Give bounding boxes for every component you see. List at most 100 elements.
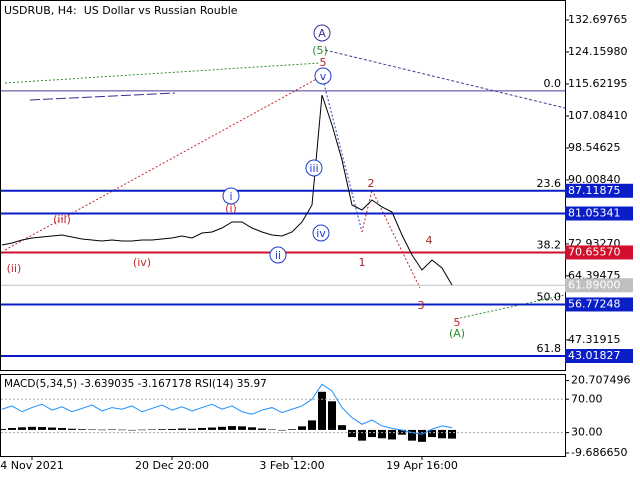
macd-bar — [288, 429, 296, 430]
macd-bar — [208, 427, 216, 430]
y-tick-label: 115.62195 — [568, 77, 628, 90]
wave-label: (iii) — [53, 213, 71, 226]
macd-bar — [108, 429, 116, 430]
wave-label: i — [229, 190, 232, 203]
price-box-label: 70.65570 — [568, 245, 621, 258]
wave-label: (ii) — [7, 262, 22, 275]
wave-line — [459, 294, 566, 319]
macd-bar — [258, 428, 266, 430]
price-box — [565, 348, 633, 363]
wave-line — [4, 75, 323, 251]
wave-label: (i) — [225, 202, 237, 215]
wave-circle — [305, 159, 323, 177]
wave-label: 5 — [320, 56, 327, 69]
price-box — [565, 206, 633, 221]
macd-bar — [438, 429, 446, 439]
macd-bar — [148, 429, 156, 430]
macd-bar — [218, 426, 226, 430]
macd-bar — [128, 429, 136, 431]
macd-bar — [238, 426, 246, 430]
wave-label: iv — [316, 227, 326, 240]
macd-bar — [368, 429, 376, 438]
wave-label: 3 — [418, 299, 425, 312]
wave-label: A — [318, 27, 326, 40]
indicator-frame — [0, 374, 566, 457]
wave-label: (5) — [312, 44, 328, 57]
fib-label: 0.0 — [544, 77, 562, 90]
chart-title: USDRUB, H4: US Dollar vs Russian Rouble — [4, 4, 238, 17]
fib-label: 38.2 — [537, 238, 562, 251]
price-box-label: 61.89000 — [568, 278, 621, 291]
x-tick-label: 3 Feb 12:00 — [259, 459, 324, 472]
y-tick-label: 132.69765 — [568, 13, 628, 26]
price-box-label: 43.01827 — [568, 349, 621, 362]
macd-bar — [328, 401, 336, 430]
macd-bar — [28, 426, 36, 430]
price-line — [1, 383, 453, 435]
macd-bar — [168, 428, 176, 430]
macd-bar — [68, 428, 76, 430]
wave-line — [324, 49, 566, 109]
price-box-label: 56.77248 — [568, 297, 621, 310]
macd-bar — [78, 429, 86, 430]
macd-bar — [298, 426, 306, 430]
y-tick-label: 70.00 — [571, 392, 603, 405]
fib-label: 61.8 — [537, 342, 562, 355]
macd-bar — [278, 429, 286, 431]
wave-label: 4 — [426, 234, 433, 247]
y-tick-label: 20.707496 — [571, 374, 631, 387]
price-box — [565, 245, 633, 260]
wave-lines — [4, 49, 566, 319]
wave-circle — [314, 67, 332, 85]
macd-bar — [0, 428, 6, 430]
wave-line — [29, 92, 176, 101]
wave-label: 5 — [454, 316, 461, 329]
wave-line — [361, 189, 373, 233]
wave-circle — [313, 24, 331, 42]
x-tick-label: 4 Nov 2021 — [0, 459, 63, 472]
price-box-label: 81.05341 — [568, 206, 621, 219]
wave-label: 1 — [359, 256, 366, 269]
macd-bar — [268, 429, 276, 430]
x-tick-label: 20 Dec 20:00 — [135, 459, 209, 472]
macd-bar — [188, 428, 196, 430]
macd-bar — [358, 429, 366, 441]
macd-bar — [98, 429, 106, 431]
y-tick-label: -9.686650 — [571, 446, 627, 459]
y-tick-label: 30.00 — [571, 426, 603, 439]
wave-circle — [312, 224, 330, 242]
macd-bar — [428, 429, 436, 438]
wave-label: 2 — [368, 177, 375, 190]
macd-bar — [158, 429, 166, 430]
wave-line — [321, 75, 363, 233]
macd-bar — [38, 427, 46, 430]
wave-label: iii — [309, 162, 318, 175]
y-tick-label: 90.00840 — [568, 173, 621, 186]
macd-bar — [408, 429, 416, 441]
macd-bar — [118, 429, 126, 431]
wave-circle — [222, 187, 240, 205]
macd-bar — [308, 420, 316, 430]
macd-bar — [338, 425, 346, 430]
wave-circle — [269, 246, 287, 264]
macd-bar — [58, 428, 66, 430]
macd-bar — [8, 428, 16, 430]
wave-label: (A) — [449, 327, 465, 340]
macd-bar — [448, 429, 456, 439]
y-tick-label: 47.31915 — [568, 333, 621, 346]
macd-bar — [138, 429, 146, 431]
macd-bar — [388, 429, 396, 440]
fib-label: 23.6 — [537, 177, 562, 190]
price-box — [565, 278, 633, 293]
indicator-title: MACD(5,34,5) -3.639035 -3.167178 RSI(14)… — [4, 378, 267, 390]
wave-label: (iv) — [133, 256, 151, 269]
macd-bar — [318, 391, 326, 430]
macd-bar — [198, 428, 206, 430]
macd-bar — [378, 429, 386, 439]
macd-bar — [418, 429, 426, 442]
macd-bar — [228, 426, 236, 430]
y-tick-label: 124.15980 — [568, 45, 628, 58]
wave-label: v — [320, 70, 327, 83]
price-box — [565, 297, 633, 312]
macd-bar — [88, 429, 96, 430]
